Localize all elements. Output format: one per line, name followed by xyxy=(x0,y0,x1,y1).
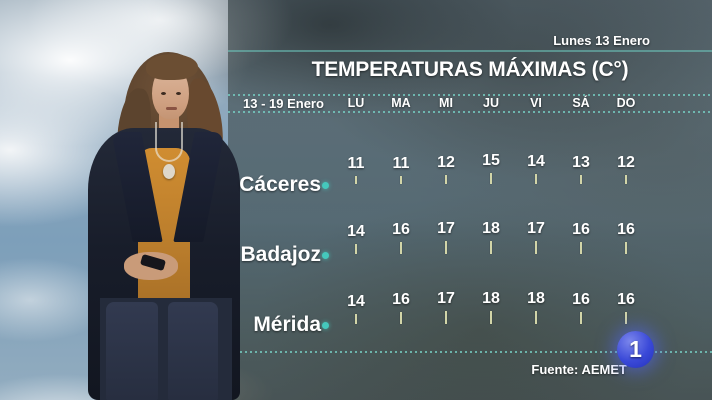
city-label: Badajoz xyxy=(240,243,321,266)
header-divider-line xyxy=(228,50,712,52)
temp-value: 14 xyxy=(347,223,365,240)
tick-mark xyxy=(445,311,447,324)
tick-mark xyxy=(490,241,492,254)
temp-value: 16 xyxy=(572,291,590,308)
temp-value: 11 xyxy=(392,155,410,172)
temp-value: 16 xyxy=(572,221,590,238)
day-header-4: VI xyxy=(530,96,542,110)
tick-mark xyxy=(400,312,402,324)
tick-mark xyxy=(355,244,357,254)
city-label: Cáceres xyxy=(239,173,321,196)
presenter-pendant xyxy=(163,164,175,179)
tick-mark xyxy=(580,312,582,324)
presenter-eye xyxy=(176,92,181,95)
tick-mark xyxy=(625,242,627,254)
channel-1-logo-icon: 1 xyxy=(617,331,654,368)
source-credit: Fuente: AEMET xyxy=(531,362,627,377)
tick-mark xyxy=(535,311,537,324)
temp-value: 16 xyxy=(617,291,635,308)
tick-mark xyxy=(580,175,582,184)
row-marker-dot xyxy=(322,322,329,329)
tick-mark xyxy=(580,242,582,254)
tick-mark xyxy=(625,175,627,184)
temp-value: 18 xyxy=(482,220,500,237)
temp-value: 12 xyxy=(617,154,635,171)
tick-mark xyxy=(445,175,447,184)
temp-value: 14 xyxy=(347,293,365,310)
temp-value: 17 xyxy=(437,290,455,307)
presenter-leg xyxy=(106,302,158,400)
tick-mark xyxy=(355,176,357,184)
temp-value: 14 xyxy=(527,153,545,170)
day-header-5: SÁ xyxy=(572,96,590,110)
tick-mark xyxy=(535,241,537,254)
presenter-leg xyxy=(168,302,218,400)
temp-value: 13 xyxy=(572,154,590,171)
temp-value: 17 xyxy=(437,220,455,237)
day-header-6: DO xyxy=(616,96,636,110)
tick-mark xyxy=(490,173,492,184)
temp-value: 15 xyxy=(482,152,500,169)
row-marker-dot xyxy=(322,182,329,189)
broadcast-date: Lunes 13 Enero xyxy=(553,33,650,48)
temp-value: 11 xyxy=(347,155,365,172)
tick-mark xyxy=(355,314,357,324)
temp-value: 18 xyxy=(527,290,545,307)
temp-value: 16 xyxy=(392,291,410,308)
row-marker-dot xyxy=(322,252,329,259)
tick-mark xyxy=(445,241,447,254)
day-header-2: MI xyxy=(439,96,453,110)
tick-mark xyxy=(490,311,492,324)
day-row-top-rule xyxy=(228,94,712,96)
day-header-1: MA xyxy=(391,96,411,110)
tick-mark xyxy=(400,242,402,254)
presenter-hair-fringe xyxy=(146,54,198,80)
presenter-mouth xyxy=(166,107,177,110)
city-label: Mérida xyxy=(253,313,321,336)
temp-value: 18 xyxy=(482,290,500,307)
tick-mark xyxy=(535,174,537,184)
presenter-necklace xyxy=(155,122,183,162)
tick-mark xyxy=(400,176,402,184)
footer-rule xyxy=(240,351,712,353)
day-header-0: LU xyxy=(347,96,365,110)
presenter-eye xyxy=(161,92,166,95)
temp-value: 16 xyxy=(392,221,410,238)
tick-mark xyxy=(625,312,627,324)
temp-value: 12 xyxy=(437,154,455,171)
day-row-bottom-rule xyxy=(228,111,712,113)
temp-value: 17 xyxy=(527,220,545,237)
day-header-3: JU xyxy=(483,96,499,110)
week-range-label: 13 - 19 Enero xyxy=(243,96,324,111)
temp-value: 16 xyxy=(617,221,635,238)
chart-title: TEMPERATURAS MÁXIMAS (C°) xyxy=(311,58,629,81)
